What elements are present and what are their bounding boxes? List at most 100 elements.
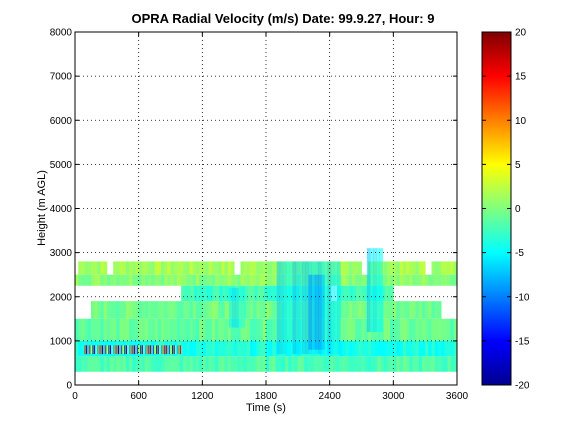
heatmap-cell	[215, 356, 219, 372]
heatmap-cell	[323, 356, 327, 372]
heatmap-cell	[428, 301, 432, 319]
heatmap-cell	[151, 261, 155, 275]
colorbar-ticks: -20 -15 -10 -5 0 5 10 15 20	[482, 28, 530, 392]
heatmap-cell	[78, 318, 82, 341]
heatmap-cell	[412, 261, 417, 275]
heatmap-cell	[122, 301, 127, 319]
heatmap-cell	[129, 318, 133, 341]
heatmap-cell	[138, 261, 143, 275]
heatmap-cell	[402, 318, 407, 341]
heatmap-cell	[221, 340, 226, 357]
heatmap-cell	[396, 301, 401, 319]
heatmap-cell	[243, 356, 248, 372]
heatmap-cell	[434, 356, 439, 372]
heatmap-cell	[113, 261, 117, 275]
heatmap-cell	[399, 318, 404, 341]
heatmap-cell	[167, 274, 171, 286]
heatmap-cell	[307, 356, 311, 372]
heatmap-cell	[192, 274, 197, 286]
heatmap-speckle-cell	[152, 345, 154, 355]
heatmap-cell	[176, 261, 181, 275]
heatmap-cell	[421, 301, 426, 319]
heatmap-speckle-cell	[92, 345, 94, 355]
heatmap-cell	[199, 318, 203, 341]
heatmap-speckle-cell	[154, 345, 156, 355]
heatmap-cell	[257, 285, 262, 302]
heatmap-cell	[227, 340, 232, 357]
heatmap-speckle-cell	[172, 345, 174, 355]
heatmap-cell	[428, 318, 432, 341]
heatmap-cell	[262, 261, 267, 275]
heatmap-cell	[339, 318, 343, 341]
heatmap-cell	[437, 301, 442, 319]
heatmap-cell	[437, 261, 442, 275]
heatmap-cell	[381, 285, 386, 302]
heatmap-cell	[113, 274, 117, 286]
heatmap-cell	[125, 356, 130, 372]
heatmap-cell	[332, 356, 337, 372]
heatmap-speckle-cell	[86, 345, 88, 355]
heatmap-cell	[431, 318, 436, 341]
heatmap-cell	[75, 274, 79, 286]
heatmap-cell	[154, 301, 159, 319]
heatmap-cell	[227, 356, 232, 372]
heatmap-cell	[383, 340, 388, 357]
heatmap-cell	[342, 356, 346, 372]
heatmap-cell	[110, 356, 114, 372]
heatmap-cell	[313, 356, 318, 372]
x-tick-label: 3600	[446, 391, 469, 402]
heatmap-cell	[145, 261, 149, 275]
heatmap-speckle-cell	[98, 345, 100, 355]
heatmap-cell	[256, 318, 261, 341]
heatmap-cell	[428, 340, 432, 357]
heatmap-cell	[154, 261, 159, 275]
heatmap-cell	[259, 261, 264, 275]
heatmap-cell	[447, 274, 452, 286]
heatmap-cell	[406, 274, 410, 286]
heatmap-cell	[434, 340, 439, 357]
heatmap-cell	[240, 340, 245, 357]
heatmap-cell	[206, 285, 211, 302]
heatmap-streak-cell	[282, 261, 287, 355]
heatmap-cell	[170, 274, 175, 286]
heatmap-cell	[125, 261, 130, 275]
heatmap-speckle-cell	[149, 345, 151, 355]
heatmap-cell	[170, 356, 175, 372]
heatmap-speckle-cell	[125, 345, 127, 355]
heatmap-cell	[141, 356, 146, 372]
heatmap-cell	[183, 274, 187, 286]
heatmap-cell	[151, 356, 155, 372]
heatmap-cell	[75, 356, 79, 372]
heatmap-cell	[230, 274, 235, 286]
heatmap-cell	[447, 261, 452, 275]
heatmap-streak-cell	[241, 287, 246, 328]
heatmap-cell	[431, 356, 436, 372]
heatmap-cell	[246, 261, 251, 275]
heatmap-cell	[243, 274, 248, 286]
heatmap-cell	[135, 301, 140, 319]
heatmap-cell	[243, 261, 248, 275]
heatmap-cell	[263, 285, 268, 302]
heatmap-cell	[167, 261, 171, 275]
heatmap-cell	[390, 301, 394, 319]
heatmap-cell	[253, 340, 257, 357]
heatmap-cell	[218, 301, 222, 319]
heatmap-cell	[103, 274, 108, 286]
heatmap-cell	[409, 340, 413, 357]
heatmap-cell	[418, 301, 423, 319]
heatmap-cell	[269, 318, 273, 341]
heatmap-cell	[272, 356, 276, 372]
heatmap-cell	[383, 274, 388, 286]
heatmap-cell	[275, 356, 280, 372]
heatmap-cell	[266, 261, 270, 275]
heatmap-cell	[212, 285, 217, 302]
heatmap-cell	[246, 340, 251, 357]
colorbar-tick-label: 10	[515, 116, 527, 127]
heatmap-cell	[164, 318, 168, 341]
heatmap-cell	[180, 340, 184, 357]
colorbar-tick-label: 0	[515, 204, 521, 215]
heatmap-cell	[272, 261, 276, 275]
heatmap-cell	[97, 356, 101, 372]
heatmap-cell	[393, 301, 397, 319]
heatmap-cell	[195, 340, 200, 357]
